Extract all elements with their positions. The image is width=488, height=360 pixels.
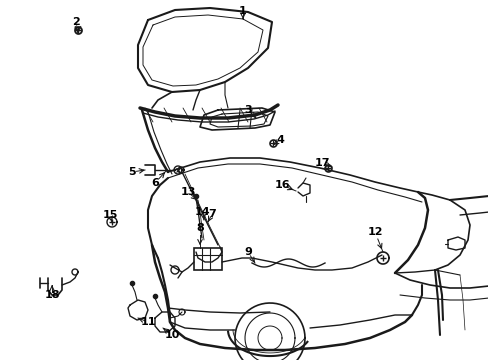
Text: 8: 8: [196, 223, 203, 233]
Text: 17: 17: [314, 158, 329, 168]
Text: 7: 7: [208, 209, 215, 219]
Text: 1: 1: [239, 6, 246, 16]
Text: 14: 14: [195, 207, 210, 217]
Text: 2: 2: [72, 17, 80, 27]
Text: 3: 3: [244, 105, 251, 115]
Bar: [194, 248, 222, 270]
Text: 11: 11: [140, 317, 156, 327]
Text: 13: 13: [180, 187, 195, 197]
Text: 4: 4: [276, 135, 284, 145]
Text: 18: 18: [44, 290, 60, 300]
Text: 6: 6: [151, 178, 159, 188]
Text: 16: 16: [274, 180, 289, 190]
Text: 5: 5: [128, 167, 136, 177]
Text: 15: 15: [102, 210, 118, 220]
Text: 12: 12: [366, 227, 382, 237]
Text: 9: 9: [244, 247, 251, 257]
Text: 10: 10: [164, 330, 179, 340]
